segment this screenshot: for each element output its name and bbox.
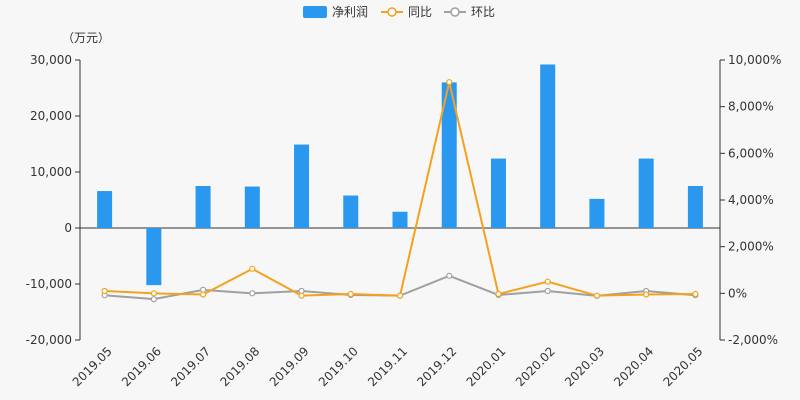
legend-label-mom: 环比 — [471, 5, 495, 19]
left-tick-label: -20,000 — [26, 333, 72, 347]
right-tick-label: 4,000% — [728, 193, 774, 207]
mom-point — [249, 290, 256, 297]
x-tick-label: 2020.03 — [562, 344, 607, 389]
yoy-point — [249, 265, 256, 272]
right-tick-label: 2,000% — [728, 240, 774, 254]
yoy-point — [593, 292, 601, 299]
legend-label-net-profit: 净利润 — [332, 5, 368, 19]
left-tick-label: 30,000 — [30, 53, 72, 67]
bar-2019.09 — [294, 144, 310, 228]
right-tick-label: -2,000% — [728, 333, 778, 347]
bar-2020.04 — [638, 158, 654, 228]
x-tick-label: 2019.06 — [119, 344, 164, 389]
yoy-point — [692, 290, 699, 298]
yoy-point — [199, 291, 207, 298]
x-tick-label: 2019.08 — [217, 344, 262, 389]
x-tick-label: 2019.07 — [168, 344, 213, 389]
mom-point — [544, 287, 551, 295]
mom-point — [150, 296, 157, 303]
x-axis-labels: 2019.05 2019.06 2019.07 2019.08 2019.09 2019.… — [70, 344, 706, 389]
yoy-point — [495, 290, 502, 298]
mom-point — [446, 272, 453, 279]
right-tick-label: 6,000% — [728, 146, 774, 160]
legend-marker-mom — [450, 7, 460, 17]
legend-marker-yoy — [387, 7, 397, 17]
bar-2020.01 — [490, 158, 506, 228]
yoy-point — [150, 290, 157, 297]
x-tick-label: 2020.01 — [464, 344, 509, 389]
bar-2019.10 — [343, 195, 359, 228]
x-tick-label: 2019.12 — [414, 344, 459, 389]
yoy-point — [643, 291, 650, 298]
yoy-point — [101, 287, 108, 295]
yoy-point — [544, 278, 551, 285]
legend-label-yoy: 同比 — [408, 5, 432, 19]
bar-2019.06 — [146, 228, 162, 286]
x-tick-label: 2020.05 — [661, 344, 706, 389]
x-tick-label: 2020.04 — [611, 344, 656, 389]
bar-2019.11 — [392, 211, 408, 228]
legend: 净利润 同比 环比 — [303, 5, 495, 19]
yoy-point — [298, 292, 305, 299]
yoy-line — [104, 81, 696, 297]
bar-2019.05 — [97, 191, 113, 228]
right-tick-label: 8,000% — [728, 100, 774, 114]
bar-2020.05 — [687, 186, 703, 228]
left-tick-label: 0 — [64, 221, 72, 235]
right-tick-label: 10,000% — [728, 53, 781, 67]
legend-swatch-net-profit — [303, 6, 327, 18]
bar-2020.03 — [589, 198, 605, 228]
bar-2019.08 — [244, 186, 260, 228]
x-tick-label: 2019.05 — [70, 344, 115, 389]
bars — [97, 64, 703, 286]
bar-2019.07 — [195, 186, 211, 228]
x-tick-label: 2019.09 — [267, 344, 312, 389]
bar-2020.02 — [540, 64, 556, 228]
x-tick-label: 2019.10 — [316, 344, 361, 389]
left-tick-label: 20,000 — [30, 109, 72, 123]
left-tick-label: 10,000 — [30, 165, 72, 179]
yoy-point — [446, 79, 453, 86]
y-axis-unit-label: （万元） — [62, 31, 110, 45]
left-tick-label: -10,000 — [26, 277, 72, 291]
lines — [101, 79, 699, 303]
x-tick-label: 2020.02 — [513, 344, 558, 389]
yoy-point — [347, 290, 354, 298]
x-tick-label: 2019.11 — [365, 344, 410, 389]
bar-2019.12 — [441, 82, 457, 229]
right-tick-label: 0% — [728, 286, 747, 300]
axes: -20,000 -10,000 0 10,000 20,000 30,000 -2,000%… — [26, 53, 782, 347]
yoy-point — [396, 292, 404, 299]
